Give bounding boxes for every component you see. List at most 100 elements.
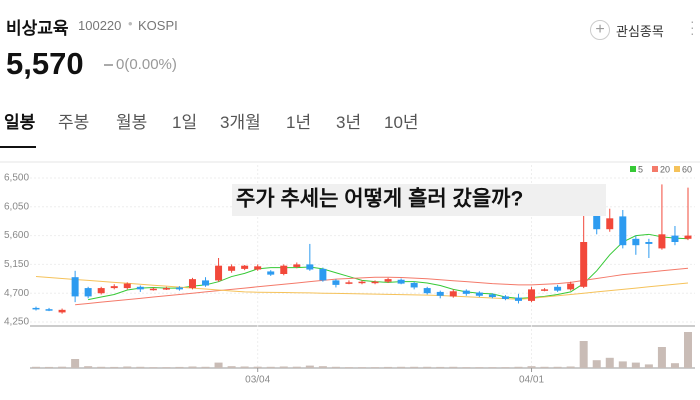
candle-body [241,265,249,269]
volume-bar [475,367,484,368]
volume-bar [631,362,640,368]
legend-swatch [652,166,658,172]
candle-body [684,235,692,239]
volume-bar [644,364,653,368]
candle-body [136,286,144,290]
y-tick-label: 4,700 [4,288,29,299]
candle-body [345,282,353,284]
separator: • [128,16,133,31]
candle-body [541,289,549,291]
volume-bar [175,366,184,368]
legend-label: 60 [682,164,692,174]
tab[interactable]: 10년 [384,113,419,132]
tab[interactable]: 월봉 [116,113,148,132]
candle-body [397,279,405,284]
volume-bar [579,341,588,368]
volume-bar [410,366,419,368]
x-tick-label: 03/04 [245,375,270,386]
candle-body [514,297,522,301]
candle-body [528,289,536,301]
tab[interactable]: 1일 [172,113,198,132]
volume-bar [592,360,601,368]
volume-bar [123,366,132,368]
volume-bar [527,366,536,368]
volume-bar [136,366,145,368]
candle-body [371,281,379,284]
candle-body [123,283,131,289]
candle-body [554,286,562,291]
volume-bar [279,366,288,368]
volume-bar [384,366,393,368]
tab[interactable]: 주봉 [58,113,90,132]
volume-bar [45,366,54,368]
volume-bar [371,367,380,368]
market: KOSPI [138,18,178,33]
y-tick-label: 4,250 [4,317,29,328]
candle-body [606,218,614,230]
volume-bar [240,366,249,368]
stock-name: 비상교육 [6,19,69,38]
volume-bar [358,367,366,368]
candle-body [280,265,288,274]
more-menu[interactable]: · · · [690,13,695,41]
candle-body [215,265,223,281]
volume-bar [201,366,210,368]
legend-label: 20 [660,164,670,174]
candle-body [619,216,627,246]
volume-bar [292,366,301,368]
tab[interactable]: 3개월 [220,113,261,132]
annotation-bg [232,184,606,216]
tab[interactable]: 3년 [336,113,362,132]
candle-body [436,291,444,296]
tab[interactable]: 일봉 [4,113,36,132]
volume-bar [71,359,80,368]
candle-body [267,271,275,275]
volume-bar [110,366,119,368]
volume-bar [501,367,510,368]
change: 0(0.00%) [116,56,177,73]
candle-body [645,242,653,244]
volume-bar [540,366,549,368]
candle-body [358,281,366,284]
candle-body [384,279,392,282]
candle-body [84,288,92,297]
volume-bar [214,362,223,368]
volume-bar [462,367,471,368]
candle-body [110,286,118,289]
candle-body [202,280,210,286]
x-tick-label: 04/01 [519,375,544,386]
candle-body [580,242,588,287]
candle-body [488,294,496,298]
candle-body [228,266,236,271]
candle-body [254,266,262,270]
candle-body [175,287,183,290]
candle-body [332,280,340,285]
legend-swatch [674,166,680,172]
candle-body [671,235,679,242]
tab[interactable]: 1년 [286,113,312,132]
candle-body [475,292,483,296]
candle-body [501,296,509,299]
candle-body [410,282,418,288]
volume-bar [253,366,262,368]
candle-body [149,288,157,291]
volume-bar [684,332,692,368]
candle-body [32,307,40,310]
volume-bar [331,366,340,368]
candle-body [71,277,79,297]
ma-line [88,233,689,301]
candle-body [567,283,575,290]
watch-button[interactable]: 관심종목 [616,24,664,39]
volume-bar [566,366,575,368]
volume-bar [397,366,406,368]
candle-body [632,238,640,246]
plus-icon[interactable]: + [590,20,610,40]
flat-icon [104,64,113,66]
candle-body [423,288,431,294]
volume-bar [188,366,197,368]
ma-line [35,276,689,300]
y-tick-label: 6,050 [4,201,29,212]
volume-bar [32,366,40,368]
candle-body [97,288,105,294]
